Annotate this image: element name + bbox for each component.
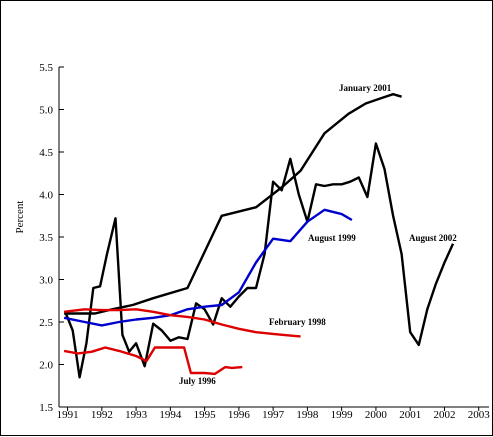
x-tick-label: 2000: [365, 409, 388, 421]
series-line-august-2002: [64, 142, 455, 379]
series-line-january-2001: [64, 93, 402, 315]
series-line-february-1998: [63, 308, 301, 338]
y-tick-label: 3.0: [39, 275, 53, 287]
series-label-august-2002: August 2002: [409, 233, 457, 243]
y-axis-title: Percent: [14, 201, 26, 234]
y-tick-label: 3.5: [39, 232, 53, 244]
series-line-august-1999: [63, 208, 353, 327]
x-tick-label: 1996: [228, 409, 251, 421]
y-tick-label: 1.5: [39, 402, 53, 414]
x-tick-label: 2003: [468, 409, 491, 421]
y-tick-label: 2.5: [39, 317, 53, 329]
x-tick-label: 1999: [331, 409, 354, 421]
series-label-july-1996: July 1996: [179, 376, 216, 386]
x-tick-label: 1994: [159, 409, 182, 421]
series-lines: [63, 93, 455, 379]
series-line-july-1996: [63, 346, 243, 376]
axes: 1.5 2.0 2.5 3.0 3.5 4.0 4.5 5.0 5.5 1991 1992 1993 1…: [14, 62, 490, 421]
series-label-august-1999: August 1999: [308, 233, 356, 243]
x-tick-label: 1995: [194, 409, 217, 421]
y-tick-label: 5.0: [39, 105, 53, 117]
x-tick-label: 2001: [399, 409, 421, 421]
series-labels: January 2001 August 2002 August 1999 Februa…: [179, 83, 457, 386]
x-tick-label: 1993: [125, 409, 148, 421]
x-tick-label: 2002: [433, 409, 455, 421]
x-tick-label: 1997: [262, 409, 285, 421]
y-tick-label: 5.5: [39, 62, 53, 74]
y-tick-label: 4.0: [39, 190, 53, 202]
x-tick-label: 1991: [57, 409, 79, 421]
y-tick-label: 2.0: [39, 360, 53, 372]
x-tick-label: 1998: [296, 409, 319, 421]
series-label-february-1998: February 1998: [269, 317, 326, 327]
y-tick-label: 4.5: [39, 147, 53, 159]
x-tick-label: 1992: [91, 409, 113, 421]
series-label-january-2001: January 2001: [339, 83, 392, 93]
